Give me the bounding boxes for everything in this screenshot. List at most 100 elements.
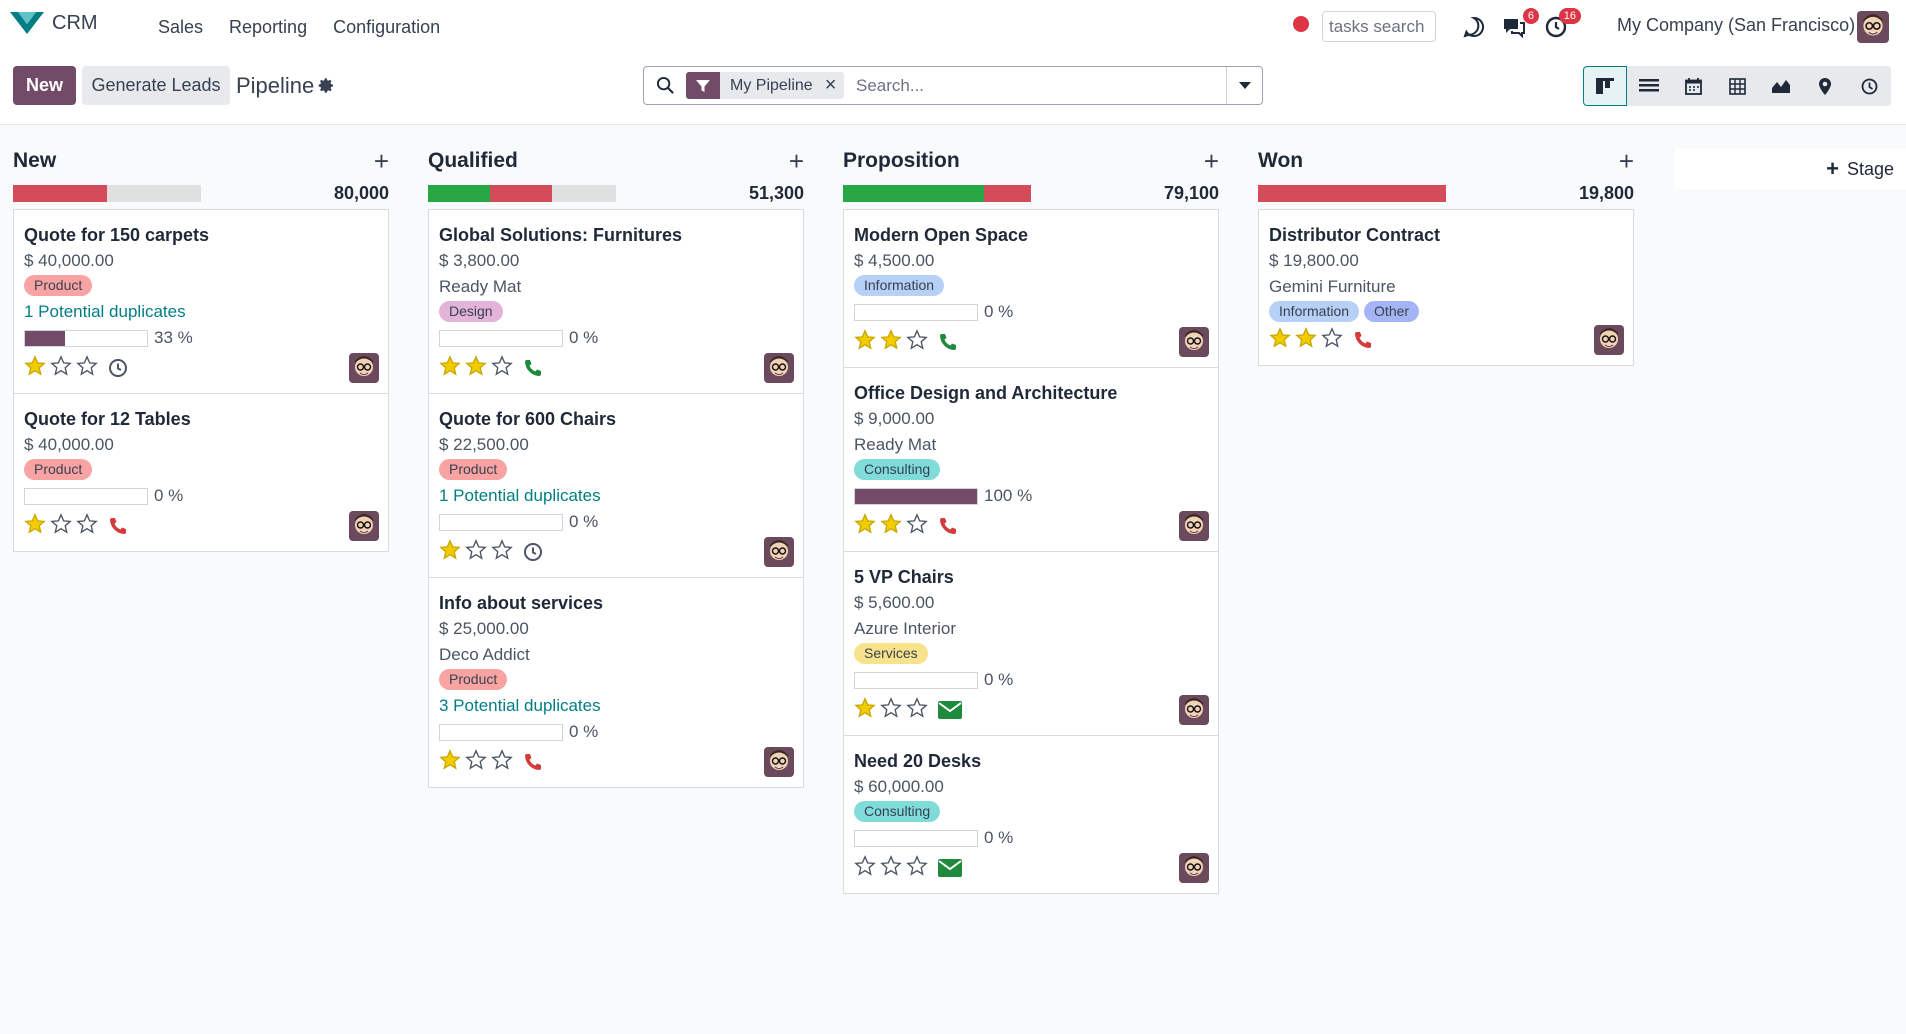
salesperson-avatar[interactable]	[1179, 511, 1209, 541]
star-filled-icon[interactable]	[439, 748, 461, 776]
star-empty-icon[interactable]	[465, 748, 487, 776]
phone-red-icon[interactable]	[938, 516, 958, 536]
star-filled-icon[interactable]	[24, 354, 46, 382]
user-avatar[interactable]	[1857, 11, 1889, 43]
activity-view-icon[interactable]	[1847, 66, 1891, 106]
column-header[interactable]: Proposition +	[843, 140, 1219, 180]
star-empty-icon[interactable]	[76, 354, 98, 382]
quick-create-plus-icon[interactable]: +	[1618, 146, 1634, 176]
star-filled-icon[interactable]	[854, 696, 876, 724]
calendar-view-icon[interactable]	[1671, 66, 1715, 106]
star-filled-icon[interactable]	[1269, 326, 1291, 354]
star-empty-icon[interactable]	[880, 696, 902, 724]
star-empty-icon[interactable]	[465, 538, 487, 566]
star-empty-icon[interactable]	[491, 538, 513, 566]
recording-indicator-icon[interactable]	[1293, 16, 1309, 32]
list-view-icon[interactable]	[1627, 66, 1671, 106]
star-empty-icon[interactable]	[50, 512, 72, 540]
quick-create-plus-icon[interactable]: +	[373, 146, 389, 176]
salesperson-avatar[interactable]	[1179, 695, 1209, 725]
gear-icon[interactable]	[318, 77, 335, 99]
column-progressbar[interactable]: 80,000	[13, 180, 389, 210]
activities-clock-icon[interactable]: 16	[1541, 8, 1581, 42]
email-icon[interactable]	[938, 701, 962, 719]
menu-reporting[interactable]: Reporting	[229, 16, 308, 37]
star-empty-icon[interactable]	[906, 512, 928, 540]
progress-bar[interactable]	[428, 185, 616, 202]
facet-remove-icon[interactable]: ×	[822, 72, 845, 99]
progress-bar[interactable]	[1258, 185, 1446, 202]
column-progressbar[interactable]: 79,100	[843, 180, 1219, 210]
lead-card[interactable]: Need 20 Desks $ 60,000.00 Consulting 0 %	[843, 735, 1219, 894]
column-progressbar[interactable]: 51,300	[428, 180, 804, 210]
potential-duplicates-link[interactable]: 1 Potential duplicates	[439, 486, 601, 505]
lead-card[interactable]: Quote for 12 Tables $ 40,000.00 Product 0 %	[13, 393, 389, 552]
menu-configuration[interactable]: Configuration	[333, 16, 441, 37]
clock-icon[interactable]	[523, 542, 543, 562]
column-header[interactable]: Won +	[1258, 140, 1634, 180]
column-header[interactable]: Qualified +	[428, 140, 804, 180]
star-filled-icon[interactable]	[880, 512, 902, 540]
lead-card[interactable]: Office Design and Architecture $ 9,000.00…	[843, 367, 1219, 552]
quick-create-plus-icon[interactable]: +	[1203, 146, 1219, 176]
quick-create-plus-icon[interactable]: +	[788, 146, 804, 176]
phone-red-icon[interactable]	[108, 516, 128, 536]
star-empty-icon[interactable]	[906, 328, 928, 356]
column-progressbar[interactable]: 19,800	[1258, 180, 1634, 210]
star-empty-icon[interactable]	[491, 354, 513, 382]
progress-segment[interactable]	[490, 185, 553, 202]
map-view-icon[interactable]	[1803, 66, 1847, 106]
phone-green-icon[interactable]	[938, 332, 958, 352]
new-button[interactable]: New	[13, 66, 76, 105]
star-filled-icon[interactable]	[854, 512, 876, 540]
phone-red-icon[interactable]	[1353, 330, 1373, 350]
search-input[interactable]	[856, 71, 1216, 100]
tasks-search-input[interactable]: tasks search	[1322, 11, 1436, 42]
star-empty-icon[interactable]	[1321, 326, 1343, 354]
progress-segment[interactable]	[1258, 185, 1446, 202]
star-empty-icon[interactable]	[491, 748, 513, 776]
search-options-chevron-down-icon[interactable]	[1226, 67, 1262, 104]
lead-card[interactable]: Quote for 600 Chairs $ 22,500.00 Product 1 …	[428, 393, 804, 578]
salesperson-avatar[interactable]	[764, 747, 794, 777]
star-filled-icon[interactable]	[439, 538, 461, 566]
potential-duplicates-link[interactable]: 3 Potential duplicates	[439, 696, 601, 715]
add-stage-button[interactable]: + Stage	[1674, 149, 1906, 189]
kanban-view-icon[interactable]	[1583, 66, 1627, 106]
progress-segment[interactable]	[984, 185, 1031, 202]
messages-icon[interactable]: 6	[1499, 8, 1539, 42]
star-empty-icon[interactable]	[906, 696, 928, 724]
progress-bar[interactable]	[843, 185, 1031, 202]
phone-red-icon[interactable]	[523, 752, 543, 772]
menu-sales[interactable]: Sales	[158, 16, 204, 37]
salesperson-avatar[interactable]	[349, 353, 379, 383]
potential-duplicates-link[interactable]: 1 Potential duplicates	[24, 302, 186, 321]
lead-card[interactable]: Quote for 150 carpets $ 40,000.00 Product 1…	[13, 209, 389, 394]
star-empty-icon[interactable]	[854, 854, 876, 882]
lead-card[interactable]: 5 VP Chairs $ 5,600.00 Azure Interior Servi…	[843, 551, 1219, 736]
pivot-view-icon[interactable]	[1715, 66, 1759, 106]
phone-green-icon[interactable]	[523, 358, 543, 378]
salesperson-avatar[interactable]	[764, 537, 794, 567]
column-header[interactable]: New +	[13, 140, 389, 180]
star-filled-icon[interactable]	[24, 512, 46, 540]
salesperson-avatar[interactable]	[1179, 327, 1209, 357]
email-icon[interactable]	[938, 859, 962, 877]
search-icon[interactable]	[656, 76, 675, 100]
lead-card[interactable]: Modern Open Space $ 4,500.00 Information 0 …	[843, 209, 1219, 368]
star-filled-icon[interactable]	[854, 328, 876, 356]
graph-view-icon[interactable]	[1759, 66, 1803, 106]
salesperson-avatar[interactable]	[764, 353, 794, 383]
salesperson-avatar[interactable]	[349, 511, 379, 541]
star-empty-icon[interactable]	[880, 854, 902, 882]
progress-segment[interactable]	[13, 185, 107, 202]
lead-card[interactable]: Global Solutions: Furnitures $ 3,800.00 Re…	[428, 209, 804, 394]
salesperson-avatar[interactable]	[1594, 325, 1624, 355]
progress-segment[interactable]	[843, 185, 984, 202]
star-filled-icon[interactable]	[465, 354, 487, 382]
star-empty-icon[interactable]	[76, 512, 98, 540]
progress-segment[interactable]	[428, 185, 491, 202]
star-empty-icon[interactable]	[906, 854, 928, 882]
lead-card[interactable]: Distributor Contract $ 19,800.00 Gemini Fu…	[1258, 209, 1634, 366]
voip-icon[interactable]	[1459, 12, 1489, 42]
